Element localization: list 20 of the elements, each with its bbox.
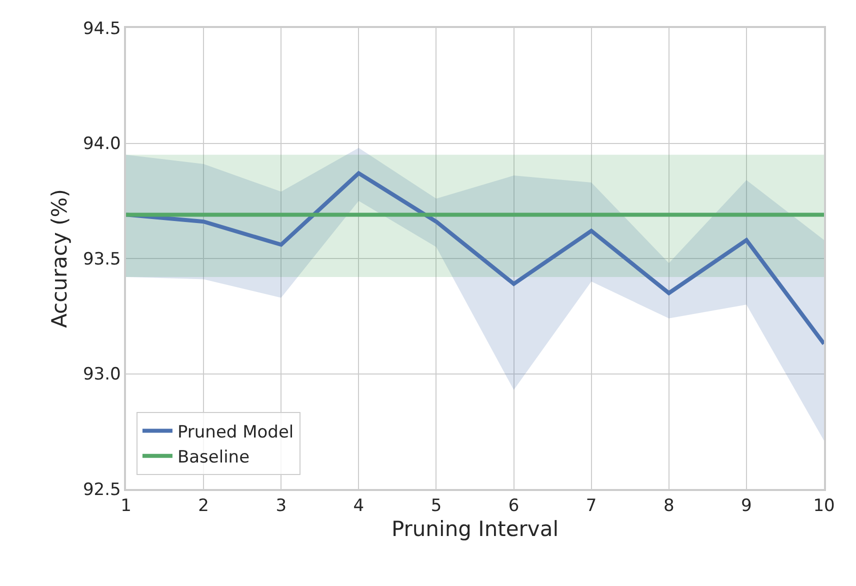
x-tick-label: 6	[508, 496, 520, 516]
x-tick-label: 1	[120, 496, 132, 516]
y-tick-label: 94.0	[82, 134, 121, 154]
legend-label: Pruned Model	[177, 422, 294, 442]
x-tick-label: 7	[586, 496, 597, 516]
x-tick-label: 2	[198, 496, 209, 516]
x-tick-label: 9	[741, 496, 752, 516]
x-axis-title: Pruning Interval	[391, 516, 559, 541]
x-tick-label: 4	[353, 496, 364, 516]
x-tick-label: 3	[276, 496, 287, 516]
y-axis-title: Accuracy (%)	[48, 189, 72, 328]
x-tick-label: 8	[663, 496, 674, 516]
line-series	[126, 171, 824, 346]
y-tick-label: 92.5	[82, 480, 121, 500]
y-tick-label: 94.5	[82, 18, 121, 39]
y-tick-label: 93.0	[82, 364, 121, 385]
x-tick-label: 5	[430, 496, 442, 516]
legend-label: Baseline	[177, 447, 250, 468]
x-tick-label: 10	[813, 496, 835, 516]
y-tick-label: 93.5	[82, 249, 121, 270]
